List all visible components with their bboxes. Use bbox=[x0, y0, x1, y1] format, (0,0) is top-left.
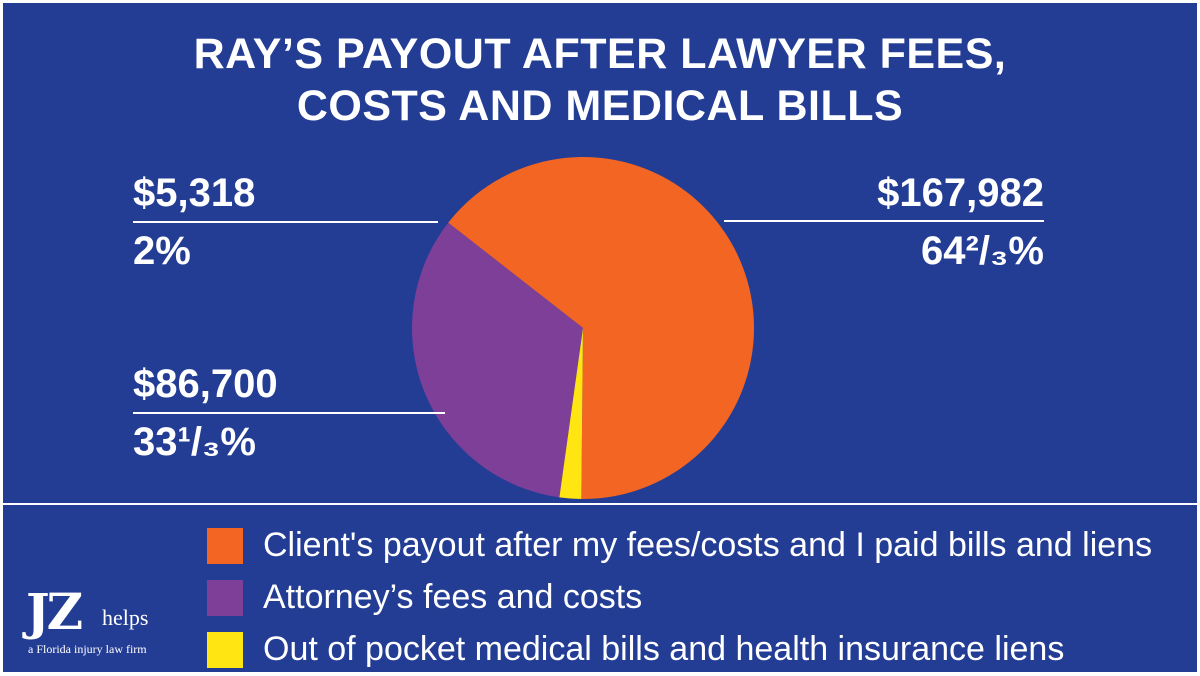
legend-item-client-payout: Client's payout after my fees/costs and … bbox=[207, 520, 1197, 572]
legend-swatch-client-payout bbox=[207, 528, 243, 564]
callout-client-payout-amount: $167,982 bbox=[877, 171, 1044, 215]
legend-label-medical-bills: Out of pocket medical bills and health i… bbox=[263, 630, 1065, 668]
callout-client-payout-percent: 64²/₃% bbox=[921, 229, 1044, 273]
callout-attorney-fees: $86,700 33¹/₃% bbox=[133, 361, 393, 465]
legend-label-client-payout: Client's payout after my fees/costs and … bbox=[263, 526, 1153, 564]
callout-medical-bills-percent: 2% bbox=[133, 229, 191, 273]
pie-slice-medical-bills bbox=[559, 328, 583, 499]
legend-item-attorney-fees: Attorney’s fees and costs bbox=[207, 572, 1197, 624]
legend-swatch-attorney-fees bbox=[207, 580, 243, 616]
chart-title-line-1: RAY’S PAYOUT AFTER LAWYER FEES, bbox=[193, 30, 1007, 78]
chart-title-line-2: COSTS AND MEDICAL BILLS bbox=[296, 82, 904, 130]
callout-client-payout: $167,982 64²/₃% bbox=[760, 170, 1044, 274]
logo-tagline: a Florida injury law firm bbox=[28, 642, 147, 656]
legend-item-medical-bills: Out of pocket medical bills and health i… bbox=[207, 624, 1197, 676]
callout-attorney-fees-percent: 33¹/₃% bbox=[133, 420, 256, 464]
legend-label-attorney-fees: Attorney’s fees and costs bbox=[263, 578, 643, 616]
callout-medical-bills: $5,318 2% bbox=[133, 170, 393, 274]
chart-title: RAY’S PAYOUT AFTER LAWYER FEES, COSTS AN… bbox=[0, 28, 1200, 132]
legend-swatch-medical-bills bbox=[207, 632, 243, 668]
legend-divider bbox=[3, 503, 1197, 505]
callout-medical-bills-amount: $5,318 bbox=[133, 171, 256, 215]
pie-slice-client-payout bbox=[448, 156, 755, 499]
logo-mark: JZ bbox=[26, 582, 83, 641]
callout-attorney-fees-amount: $86,700 bbox=[133, 362, 278, 406]
callout-medical-bills-leader bbox=[133, 221, 438, 223]
jz-helps-logo: JZ helps a Florida injury law firm bbox=[26, 584, 196, 664]
chart-legend: Client's payout after my fees/costs and … bbox=[207, 520, 1197, 676]
pie-slice-attorney-fees bbox=[412, 222, 583, 498]
logo-word: helps bbox=[102, 605, 149, 630]
callout-client-payout-leader bbox=[724, 220, 1044, 222]
callout-attorney-fees-leader bbox=[133, 412, 445, 414]
